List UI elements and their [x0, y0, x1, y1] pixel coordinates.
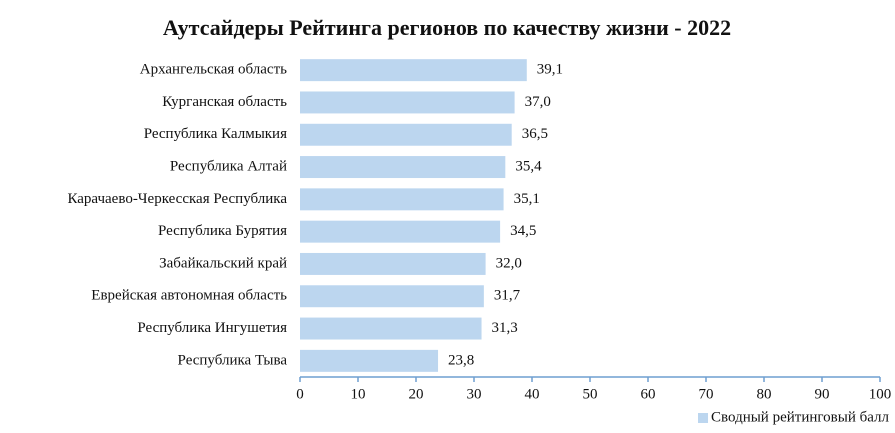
data-label: 35,1 — [514, 191, 540, 207]
y-tick-label: Республика Тыва — [178, 352, 288, 368]
data-label: 23,8 — [448, 352, 474, 368]
bar — [300, 156, 506, 179]
bar — [300, 59, 527, 82]
x-tick-label: 50 — [583, 386, 598, 402]
data-label: 35,4 — [515, 158, 542, 174]
x-tick-label: 70 — [699, 386, 714, 402]
y-tick-label: Архангельская область — [140, 62, 287, 78]
x-tick-label: 0 — [296, 386, 304, 402]
y-tick-label: Республика Алтай — [170, 158, 287, 174]
data-label: 34,5 — [510, 223, 536, 239]
data-label: 37,0 — [525, 94, 551, 110]
y-tick-label: Республика Ингушетия — [137, 320, 287, 336]
x-tick-label: 40 — [525, 386, 540, 402]
data-label: 31,3 — [492, 320, 518, 336]
y-tick-label: Республика Калмыкия — [144, 126, 287, 142]
x-tick-label: 90 — [815, 386, 830, 402]
x-tick-label: 100 — [869, 386, 892, 402]
y-tick-label: Курганская область — [162, 94, 287, 110]
bar — [300, 285, 484, 308]
y-tick-label: Еврейская автономная область — [91, 288, 287, 304]
chart-title: Аутсайдеры Рейтинга регионов по качеству… — [163, 15, 731, 40]
y-tick-label: Республика Бурятия — [158, 223, 287, 239]
bar — [300, 123, 512, 146]
y-tick-label: Карачаево-Черкесская Республика — [67, 191, 287, 207]
y-tick-label: Забайкальский край — [159, 255, 287, 271]
bar — [300, 188, 504, 211]
x-tick-label: 20 — [409, 386, 424, 402]
bar — [300, 91, 515, 114]
data-label: 36,5 — [522, 126, 548, 142]
bar — [300, 349, 439, 372]
legend-label: Сводный рейтинговый балл — [711, 409, 889, 425]
x-tick-label: 10 — [351, 386, 366, 402]
x-tick-label: 60 — [641, 386, 656, 402]
data-label: 31,7 — [494, 288, 521, 304]
legend-swatch — [698, 413, 709, 423]
x-tick-label: 80 — [757, 386, 772, 402]
x-tick-label: 30 — [467, 386, 482, 402]
bar — [300, 252, 486, 275]
data-label: 32,0 — [496, 255, 522, 271]
bar — [300, 317, 482, 340]
bar — [300, 220, 501, 243]
data-label: 39,1 — [537, 62, 563, 78]
